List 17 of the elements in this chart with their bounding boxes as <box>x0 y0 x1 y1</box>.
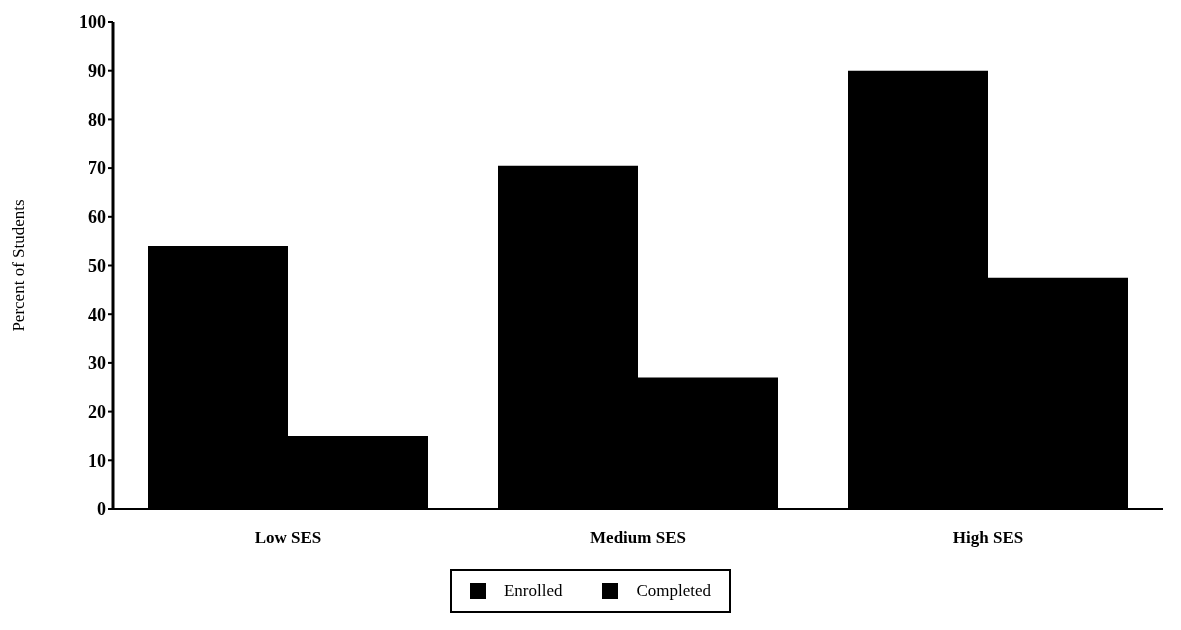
x-tick-label: Low SES <box>254 528 322 548</box>
y-tick-label: 50 <box>88 255 106 276</box>
y-tick-label: 80 <box>88 109 106 130</box>
y-tick-label: 90 <box>88 61 106 82</box>
y-tick-label: 20 <box>88 401 106 422</box>
y-axis-title: Percent of Students <box>9 199 29 332</box>
y-tick-label: 100 <box>79 12 106 33</box>
y-tick-label: 30 <box>88 353 106 374</box>
y-tick-label: 10 <box>88 450 106 471</box>
y-tick-label: 40 <box>88 304 106 325</box>
y-tick-label: 0 <box>97 499 106 520</box>
y-tick-label: 60 <box>88 207 106 228</box>
x-tick-label: Medium SES <box>590 528 686 548</box>
legend-label: Completed <box>635 581 712 601</box>
x-tick-label: High SES <box>952 528 1024 548</box>
legend-label: Enrolled <box>502 581 563 601</box>
y-tick-label: 70 <box>88 158 106 179</box>
